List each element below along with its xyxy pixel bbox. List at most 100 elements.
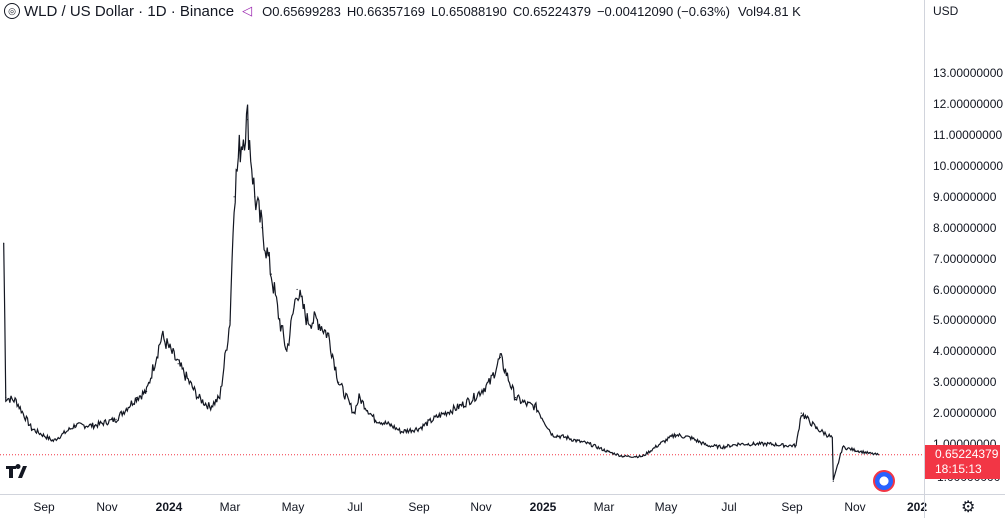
series-point xyxy=(800,412,802,414)
series-point xyxy=(551,434,553,436)
series-point xyxy=(146,390,148,393)
us-flag-icon[interactable] xyxy=(873,470,895,492)
time-tick-label: Nov xyxy=(96,500,118,514)
series-point xyxy=(161,335,163,337)
series-point xyxy=(831,437,833,439)
series-point xyxy=(254,196,256,198)
series-point xyxy=(316,319,318,321)
symbol-title[interactable]: WLD / US Dollar · 1D · Binance xyxy=(24,2,235,20)
series-point xyxy=(576,440,578,442)
series-point xyxy=(567,437,569,439)
time-tick-label: Mar xyxy=(219,500,241,514)
time-tick-label: Sep xyxy=(33,500,55,514)
low-value: 0.65088190 xyxy=(438,3,507,19)
series-point xyxy=(769,443,771,445)
price-tick-label: 3.00000000 xyxy=(933,375,997,390)
change-value: −0.00412090 (−0.63%) xyxy=(596,3,730,19)
time-axis[interactable]: Sep Nov 2024 Mar May Jul Sep Nov 2025 Mar May Jul Se… xyxy=(0,494,927,518)
chart-area[interactable]: ◎ WLD / US Dollar · 1D · Binance ◁ O 0.65… xyxy=(0,0,924,494)
gear-icon[interactable]: ⚙ xyxy=(961,499,976,516)
series-point xyxy=(390,424,392,427)
time-tick-label: May xyxy=(281,500,305,514)
series-point xyxy=(752,443,755,445)
high-label: H xyxy=(346,3,357,19)
series-point xyxy=(437,415,439,417)
time-tick-label: Mar xyxy=(593,500,615,514)
price-tick-label: 9.00000000 xyxy=(933,189,997,204)
price-chart[interactable] xyxy=(0,0,924,494)
series-point xyxy=(842,446,844,448)
series-point xyxy=(247,119,249,121)
series-point xyxy=(94,424,96,427)
series-point xyxy=(525,403,527,405)
axis-corner: ⚙ xyxy=(924,494,1005,518)
series-point xyxy=(722,446,724,448)
low-label: L xyxy=(430,3,439,19)
series-point xyxy=(197,397,200,399)
series-point xyxy=(499,356,501,359)
series-point xyxy=(328,335,330,337)
series-point xyxy=(353,412,355,414)
series-point xyxy=(690,437,692,439)
series-point xyxy=(338,381,340,383)
series-point xyxy=(489,381,491,383)
series-point xyxy=(400,431,403,433)
open-label: O xyxy=(262,3,273,19)
price-tick-label: 2.00000000 xyxy=(933,406,997,421)
series-point xyxy=(279,319,281,321)
series-point xyxy=(784,444,786,447)
time-tick-label: May xyxy=(654,500,678,514)
series-point xyxy=(832,480,834,482)
series-point xyxy=(854,449,856,451)
price-series-line xyxy=(3,104,879,481)
price-tick-label: 13.00000000 xyxy=(933,66,1004,81)
series-point xyxy=(816,428,818,430)
series-point xyxy=(588,443,591,445)
series-point xyxy=(296,288,298,291)
time-tick-label: 2025 xyxy=(529,500,557,514)
series-point xyxy=(374,418,376,420)
series-point xyxy=(52,440,54,442)
price-tick-label: 10.00000000 xyxy=(933,158,1004,173)
time-tick-label: Jul xyxy=(721,500,737,514)
time-tick-label: Nov xyxy=(844,500,866,514)
series-point xyxy=(306,319,308,321)
series-point xyxy=(229,319,231,321)
series-point xyxy=(177,363,179,365)
time-tick-label: Nov xyxy=(470,500,492,514)
time-tick-label: 2024 xyxy=(155,500,183,514)
last-price-tag: 0.65224379 18:15:13 xyxy=(925,444,1000,479)
bar-countdown: 18:15:13 xyxy=(935,461,982,476)
series-point xyxy=(622,455,624,457)
price-tick-label: 8.00000000 xyxy=(933,220,997,235)
price-tick-label: 5.00000000 xyxy=(933,313,997,328)
series-point xyxy=(877,454,880,456)
price-tick-label: 6.00000000 xyxy=(933,282,997,297)
tradingview-logo-icon[interactable] xyxy=(6,464,36,485)
series-point xyxy=(270,273,272,275)
series-point xyxy=(473,397,475,399)
series-point xyxy=(868,452,870,454)
last-price-value: 0.65224379 xyxy=(935,446,999,461)
close-value: 0.65224379 xyxy=(522,3,591,19)
series-point xyxy=(286,350,288,352)
series-point xyxy=(535,406,537,408)
high-value: 0.66357169 xyxy=(356,3,425,19)
time-tick-label: Sep xyxy=(408,500,430,514)
volume-value: 94.81 K xyxy=(756,3,801,19)
close-label: C xyxy=(512,3,523,19)
series-point xyxy=(458,406,460,408)
series-point xyxy=(795,444,797,447)
price-axis[interactable]: USD 13.00000000 12.00000000 11.00000000 10.… xyxy=(924,0,1005,494)
indicator-shape-icon[interactable]: ◁ xyxy=(242,3,253,18)
currency-selector[interactable]: USD xyxy=(933,4,959,18)
series-point xyxy=(3,242,5,244)
series-point xyxy=(706,444,708,447)
volume-label: Vol xyxy=(737,3,757,19)
series-point xyxy=(74,424,76,427)
legend: ◎ WLD / US Dollar · 1D · Binance ◁ O 0.65… xyxy=(4,2,801,20)
series-point xyxy=(219,397,221,399)
series-point xyxy=(418,428,420,430)
price-tick-label: 4.00000000 xyxy=(933,344,997,359)
series-point xyxy=(115,418,117,420)
